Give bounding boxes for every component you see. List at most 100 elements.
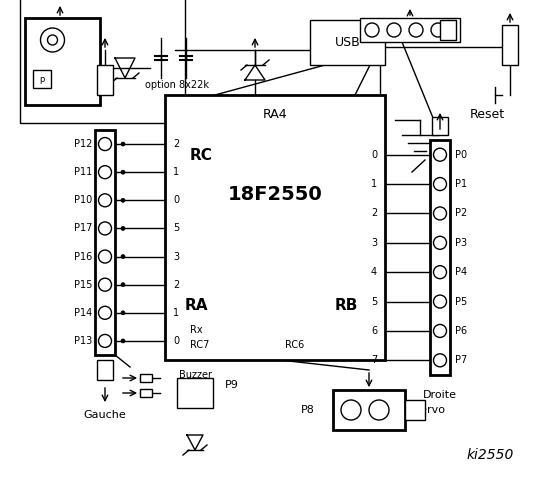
Circle shape [98,306,112,319]
Circle shape [98,222,112,235]
Circle shape [121,283,125,287]
Text: 2: 2 [371,208,377,218]
Circle shape [434,295,446,308]
Text: P4: P4 [455,267,467,277]
Text: p: p [39,74,45,84]
Text: P14: P14 [74,308,92,318]
Text: P1: P1 [455,179,467,189]
Circle shape [434,354,446,367]
Circle shape [98,166,112,179]
Circle shape [98,138,112,151]
Circle shape [434,207,446,220]
Bar [432,117,448,135]
Text: RC6: RC6 [285,340,304,350]
Bar [177,378,213,408]
Bar [95,130,115,355]
Circle shape [431,23,445,37]
Bar [33,70,51,88]
Text: P6: P6 [455,326,467,336]
Text: 3: 3 [173,252,179,262]
Text: 0: 0 [173,195,179,205]
Text: P16: P16 [74,252,92,262]
Circle shape [434,236,446,249]
Circle shape [40,28,65,52]
Circle shape [341,400,361,420]
Text: Gauche: Gauche [84,410,127,420]
Circle shape [121,170,125,174]
Text: P12: P12 [74,139,92,149]
Text: P9: P9 [225,380,239,390]
Circle shape [121,311,125,315]
Text: P5: P5 [455,297,467,307]
Text: RA4: RA4 [263,108,288,121]
Text: P17: P17 [74,223,92,233]
Bar [502,25,518,65]
Bar [405,400,425,420]
Text: 5: 5 [173,223,179,233]
Text: P3: P3 [455,238,467,248]
Text: 6: 6 [371,326,377,336]
Text: RC7: RC7 [190,340,210,350]
Text: Servo: Servo [413,405,445,415]
Bar [430,140,450,375]
Bar [310,20,385,65]
Circle shape [48,35,58,45]
Bar [333,390,405,430]
Text: 3: 3 [371,238,377,248]
Text: 18F2550: 18F2550 [228,185,322,204]
Circle shape [369,400,389,420]
Circle shape [434,324,446,337]
Text: RA: RA [185,298,208,312]
Circle shape [434,266,446,279]
Text: ki2550: ki2550 [466,448,514,462]
Circle shape [121,254,125,259]
Circle shape [121,227,125,230]
Circle shape [387,23,401,37]
Text: P8: P8 [301,405,315,415]
Circle shape [365,23,379,37]
Text: Reset: Reset [470,108,505,121]
Text: RB: RB [335,298,358,312]
Text: P11: P11 [74,167,92,177]
Text: 1: 1 [173,167,179,177]
Text: 5: 5 [371,297,377,307]
Circle shape [98,335,112,348]
Bar [140,374,152,382]
Text: 1: 1 [173,308,179,318]
Circle shape [409,23,423,37]
Bar [165,95,385,360]
Text: Droite: Droite [423,390,457,400]
Text: 0: 0 [371,150,377,160]
Text: 4: 4 [371,267,377,277]
Text: RC: RC [190,147,213,163]
Bar [140,389,152,397]
Text: Buzzer: Buzzer [179,370,211,380]
Circle shape [121,142,125,146]
Bar [20,0,185,123]
Circle shape [121,198,125,202]
Text: 0: 0 [173,336,179,346]
Text: Rx: Rx [190,325,202,335]
Text: P7: P7 [455,355,467,365]
Text: P2: P2 [455,208,467,218]
Text: USB: USB [335,36,361,49]
Text: 2: 2 [173,280,179,290]
Bar [97,65,113,95]
Text: P13: P13 [74,336,92,346]
Text: option 8x22k: option 8x22k [145,80,209,90]
Text: P0: P0 [455,150,467,160]
Bar [25,18,100,105]
Text: 7: 7 [371,355,377,365]
Text: P15: P15 [74,280,92,290]
Bar [440,20,456,40]
Circle shape [98,194,112,207]
Text: P10: P10 [74,195,92,205]
Circle shape [98,250,112,263]
Text: 2: 2 [173,139,179,149]
Text: 1: 1 [371,179,377,189]
Bar [97,360,113,380]
Circle shape [434,178,446,191]
Circle shape [434,148,446,161]
Bar [360,18,460,42]
Circle shape [98,278,112,291]
